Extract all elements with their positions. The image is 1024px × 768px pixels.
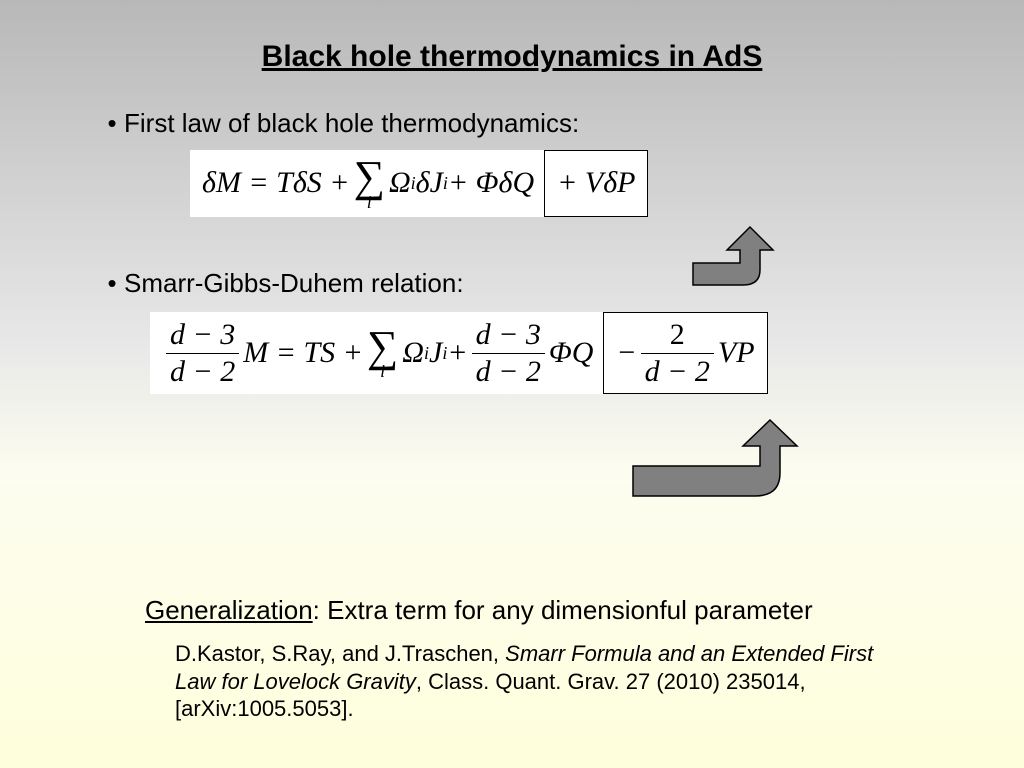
eq2-frac3: 2 d − 2	[641, 319, 714, 387]
bullet-smarr: • Smarr-Gibbs-Duhem relation:	[100, 268, 464, 299]
eq2-main: d − 3 d − 2 M = TS + ∑ i ΩiJi + d − 3 d …	[150, 312, 605, 394]
equation-first-law: δM = TδS + ∑ i ΩiδJi + ΦδQ + VδP	[190, 150, 648, 217]
eq1-phiq: + ΦδQ	[448, 166, 534, 200]
eq1-omega: Ω	[389, 166, 411, 200]
eq1-left: δM = TδS +	[202, 166, 350, 200]
eq2-omega: Ω	[402, 336, 424, 370]
slide-title: Black hole thermodynamics in AdS	[0, 0, 1024, 74]
eq1-dj: δJ	[416, 166, 443, 200]
eq2-j: J	[429, 336, 442, 370]
eq1-main: δM = TδS + ∑ i ΩiδJi + ΦδQ	[190, 150, 546, 217]
eq2-extra-box: − 2 d − 2 VP	[603, 312, 767, 394]
eq2-minus: −	[616, 336, 636, 370]
citation: D.Kastor, S.Ray, and J.Traschen, Smarr F…	[175, 640, 895, 723]
eq2-sum: ∑ i	[367, 326, 398, 381]
arrow-icon	[688, 225, 778, 295]
bullet-text-1: First law of black hole thermodynamics:	[124, 108, 579, 139]
bullet-text-2: Smarr-Gibbs-Duhem relation:	[124, 268, 464, 299]
equation-smarr: d − 3 d − 2 M = TS + ∑ i ΩiJi + d − 3 d …	[150, 312, 768, 394]
bullet-first-law: • First law of black hole thermodynamics…	[100, 108, 579, 139]
citation-authors: D.Kastor, S.Ray, and J.Traschen,	[175, 641, 505, 666]
generalization-rest: : Extra term for any dimensionful parame…	[313, 595, 813, 625]
eq2-mts: M = TS +	[243, 336, 363, 370]
bullet-dot: •	[100, 108, 124, 139]
generalization-label: Generalization	[145, 595, 313, 625]
arrow-icon	[625, 418, 805, 508]
eq1-extra-box: + VδP	[544, 150, 648, 217]
generalization-line: Generalization: Extra term for any dimen…	[145, 595, 813, 626]
eq2-vp: VP	[718, 336, 755, 370]
eq1-sum: ∑ i	[354, 156, 385, 211]
eq2-frac2: d − 3 d − 2	[472, 319, 545, 387]
eq2-phiq: ΦQ	[549, 336, 594, 370]
eq2-plus: +	[447, 336, 467, 370]
eq2-frac1: d − 3 d − 2	[166, 319, 239, 387]
eq1-extra: + VδP	[557, 166, 635, 200]
bullet-dot: •	[100, 268, 124, 299]
